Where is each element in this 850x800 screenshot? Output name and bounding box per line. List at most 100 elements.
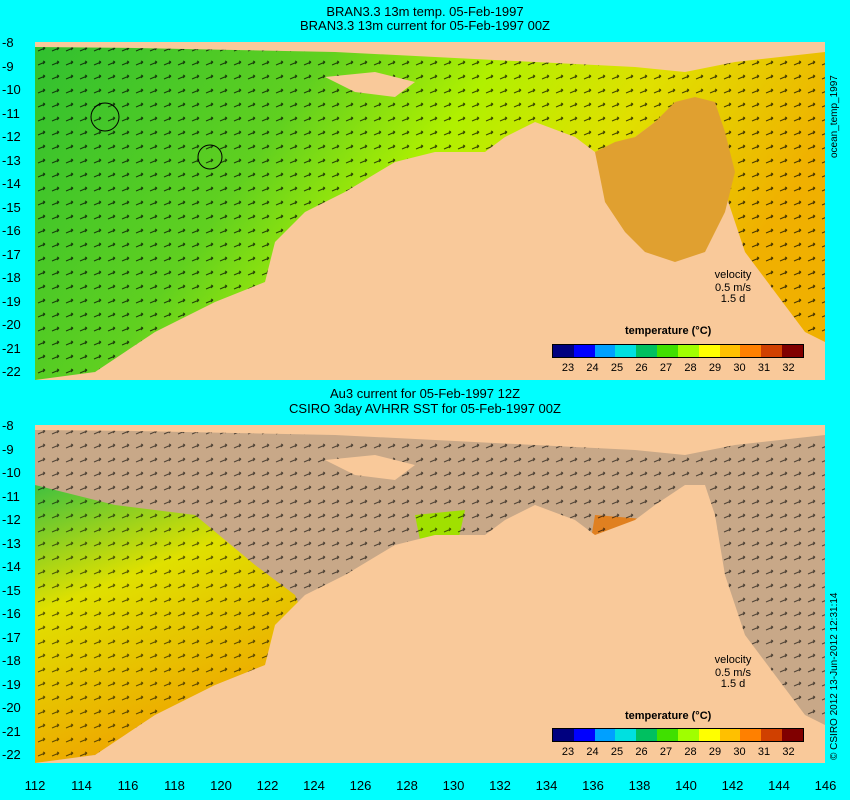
bottom-timor-island	[325, 455, 415, 480]
bottom-velocity-label: velocity	[714, 654, 752, 666]
top-colorbar	[552, 344, 804, 358]
bottom-legend-title: temperature (°C)	[625, 710, 712, 722]
y-tick-label: -8	[2, 35, 14, 50]
y-tick-label: -13	[2, 535, 21, 551]
colorbar-swatch	[719, 729, 741, 741]
bottom-velocity-value: 0.5 m/s	[714, 667, 752, 679]
bottom-velocity-time: 1.5 d	[720, 678, 746, 690]
y-tick-label: -21	[2, 340, 21, 356]
x-tick-label: 136	[582, 778, 604, 793]
top-map: temperature (°C) velocity 0.5 m/s 1.5 d …	[35, 42, 825, 380]
y-tick-label: -17	[2, 629, 21, 645]
y-tick-label: -9	[2, 441, 14, 457]
colorbar-tick-label: 25	[610, 746, 624, 758]
colorbar-swatch	[657, 729, 678, 741]
top-eddy-2	[197, 144, 223, 170]
x-tick-label: 138	[628, 778, 651, 793]
colorbar-tick-label: 28	[684, 746, 697, 758]
bottom-side-label: © CSIRO 2012 13-Jun-2012 12:31:14	[829, 592, 840, 760]
bottom-australia-land	[35, 485, 825, 763]
colorbar-swatch	[761, 345, 783, 357]
top-velocity-value: 0.5 m/s	[714, 282, 752, 294]
y-tick-label: -18	[2, 270, 21, 285]
y-tick-label: -8	[2, 418, 14, 433]
bottom-map: temperature (°C) velocity 0.5 m/s 1.5 d …	[35, 425, 825, 763]
colorbar-tick-label: 32	[782, 362, 795, 374]
x-tick-label: 140	[675, 778, 697, 793]
colorbar-tick-label: 28	[684, 362, 697, 374]
x-tick-label: 142	[721, 778, 744, 793]
colorbar-swatch	[782, 729, 803, 741]
y-tick-label: -11	[2, 488, 20, 504]
y-tick-label: -9	[2, 58, 14, 74]
colorbar-tick-label: 29	[708, 362, 722, 374]
colorbar-swatch	[698, 729, 720, 741]
bottom-title-line1: Au3 current for 05-Feb-1997 12Z	[329, 386, 521, 401]
y-tick-label: -22	[2, 364, 21, 379]
y-tick-label: -13	[2, 152, 21, 168]
x-tick-label: 112	[24, 778, 46, 793]
y-tick-label: -15	[2, 199, 21, 215]
colorbar-swatch	[761, 729, 783, 741]
top-map-svg	[35, 42, 825, 380]
top-colorbar-labels: 23 24 25 26 27 28 29 30 31 32	[552, 362, 802, 376]
colorbar-tick-label: 29	[708, 746, 722, 758]
x-tick-label: 130	[442, 778, 465, 793]
colorbar-swatch	[594, 729, 616, 741]
top-legend-title: temperature (°C)	[625, 325, 712, 337]
y-tick-label: -14	[2, 559, 21, 574]
colorbar-swatch	[782, 345, 803, 357]
x-tick-label: 126	[349, 778, 372, 793]
y-tick-label: -22	[2, 747, 21, 762]
x-tick-label: 132	[489, 778, 511, 793]
colorbar-swatch	[553, 345, 574, 357]
bottom-colorbar	[552, 728, 804, 742]
colorbar-swatch	[573, 345, 595, 357]
colorbar-swatch	[740, 345, 762, 357]
colorbar-tick-label: 23	[561, 362, 575, 374]
top-timor-island	[325, 72, 415, 97]
colorbar-swatch	[677, 729, 699, 741]
colorbar-tick-label: 30	[733, 362, 746, 374]
x-tick-label: 116	[117, 778, 139, 793]
bottom-colorbar-labels: 23 24 25 26 27 28 29 30 31 32	[552, 746, 802, 760]
x-tick-label: 114	[71, 778, 92, 793]
top-side-label: ocean_temp_1997	[829, 75, 840, 158]
colorbar-swatch	[615, 729, 637, 741]
y-tick-label: -20	[2, 700, 21, 715]
colorbar-tick-label: 32	[782, 746, 795, 758]
y-tick-label: -20	[2, 317, 21, 332]
colorbar-swatch	[636, 345, 658, 357]
top-gulf-warm-water	[595, 97, 735, 262]
y-tick-label: -10	[2, 82, 21, 97]
y-tick-label: -12	[2, 129, 21, 144]
y-tick-label: -19	[2, 293, 21, 309]
colorbar-swatch	[636, 729, 658, 741]
colorbar-swatch	[615, 345, 637, 357]
colorbar-swatch	[573, 729, 595, 741]
x-tick-label: 124	[303, 778, 325, 793]
y-tick-label: -11	[2, 105, 20, 121]
top-northern-islands	[35, 42, 825, 72]
x-tick-label: 118	[164, 778, 185, 793]
bottom-title-line2: CSIRO 3day AVHRR SST for 05-Feb-1997 00Z	[289, 401, 561, 416]
y-tick-label: -18	[2, 653, 21, 668]
colorbar-tick-label: 24	[586, 746, 599, 758]
x-tick-label: 146	[814, 778, 837, 793]
x-tick-label: 128	[396, 778, 418, 793]
top-velocity-time: 1.5 d	[720, 293, 746, 305]
top-velocity-label: velocity	[714, 269, 752, 281]
y-tick-label: -12	[2, 512, 21, 527]
x-tick-label: 144	[768, 778, 790, 793]
colorbar-tick-label: 24	[586, 362, 599, 374]
colorbar-swatch	[594, 345, 616, 357]
colorbar-tick-label: 27	[659, 362, 673, 374]
top-title-line2: BRAN3.3 13m current for 05-Feb-1997 00Z	[299, 18, 550, 33]
colorbar-swatch	[740, 729, 762, 741]
colorbar-swatch	[677, 345, 699, 357]
x-tick-label: 120	[210, 778, 232, 793]
top-title-line1: BRAN3.3 13m temp. 05-Feb-1997	[326, 4, 524, 19]
y-tick-label: -19	[2, 676, 21, 692]
y-tick-label: -17	[2, 246, 21, 262]
colorbar-swatch	[698, 345, 720, 357]
